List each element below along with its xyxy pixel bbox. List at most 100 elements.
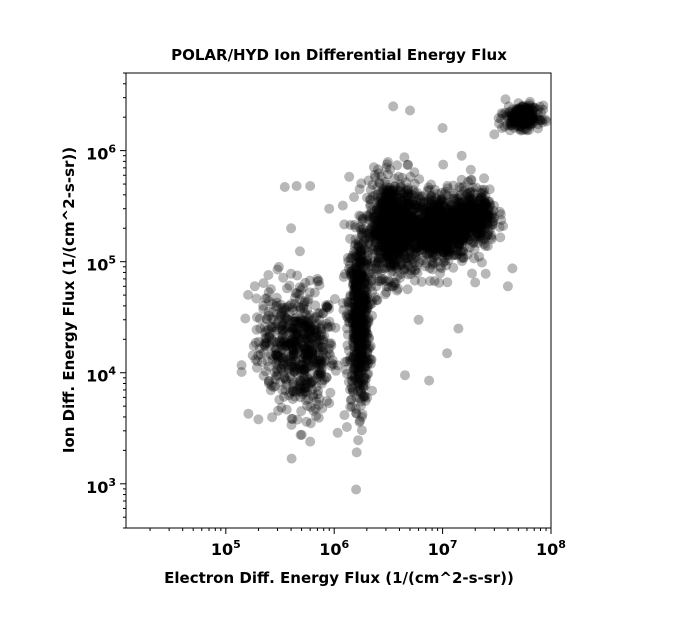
data-point — [318, 346, 328, 357]
data-point — [249, 281, 260, 292]
data-point — [283, 364, 294, 375]
data-point — [291, 319, 301, 330]
data-point — [353, 294, 364, 305]
data-point — [309, 350, 320, 361]
data-point — [392, 211, 403, 222]
data-point — [306, 339, 317, 350]
data-point — [343, 256, 354, 267]
data-point — [358, 305, 369, 316]
data-point — [390, 246, 401, 257]
data-point — [351, 315, 362, 326]
data-point — [350, 403, 361, 414]
data-point — [314, 365, 325, 376]
data-point — [349, 333, 360, 344]
data-point — [366, 295, 377, 306]
data-point — [309, 325, 320, 336]
data-point — [352, 326, 363, 337]
data-point — [347, 313, 358, 324]
data-point — [357, 300, 368, 311]
data-point — [386, 190, 397, 201]
data-point — [289, 391, 300, 402]
data-point — [355, 354, 366, 364]
data-point — [351, 408, 362, 419]
data-point — [381, 193, 392, 204]
data-point — [296, 318, 307, 329]
data-point — [429, 222, 440, 233]
data-point — [303, 316, 314, 327]
data-point — [288, 351, 299, 361]
data-point — [352, 322, 363, 333]
data-point — [347, 266, 358, 277]
data-point — [299, 319, 310, 330]
data-point — [322, 301, 333, 312]
data-point — [355, 305, 365, 316]
data-point — [349, 364, 360, 375]
data-point — [354, 374, 365, 385]
data-point — [294, 333, 305, 344]
data-point — [339, 410, 350, 421]
data-point — [347, 401, 357, 412]
data-point — [356, 339, 367, 350]
data-point — [362, 360, 372, 371]
data-point — [353, 373, 364, 384]
data-point — [296, 326, 307, 337]
data-point — [356, 362, 367, 373]
data-point — [313, 348, 324, 359]
data-point — [350, 295, 361, 306]
data-point — [342, 252, 353, 263]
data-point — [356, 357, 367, 368]
data-point — [305, 344, 316, 355]
data-point — [326, 321, 336, 332]
data-point — [350, 284, 361, 295]
data-point — [358, 354, 369, 365]
data-point — [348, 322, 359, 333]
data-point — [305, 378, 316, 389]
data-point — [388, 186, 399, 197]
data-point — [502, 281, 513, 292]
data-point — [362, 239, 373, 249]
data-point — [356, 350, 366, 361]
data-point — [293, 338, 303, 349]
data-point — [308, 392, 319, 403]
data-point — [402, 260, 413, 271]
data-point — [304, 275, 315, 286]
data-point — [361, 314, 371, 325]
data-point — [327, 358, 338, 369]
data-point — [318, 334, 329, 345]
data-point — [276, 402, 287, 413]
data-point — [298, 364, 309, 375]
data-point — [302, 382, 313, 393]
data-point — [289, 328, 300, 339]
data-point — [271, 292, 282, 303]
data-point — [507, 263, 518, 274]
data-point — [292, 343, 302, 353]
data-point — [270, 374, 281, 385]
data-point — [348, 332, 359, 343]
data-point — [303, 351, 314, 362]
data-point — [355, 334, 366, 345]
data-point — [284, 339, 295, 349]
data-point — [352, 315, 363, 326]
data-point — [348, 329, 359, 340]
data-point — [356, 388, 367, 399]
data-point — [349, 282, 360, 293]
data-point — [350, 222, 361, 233]
data-point — [352, 272, 363, 283]
data-point — [349, 291, 360, 302]
data-point — [310, 300, 321, 311]
data-point — [352, 305, 363, 316]
data-point — [357, 346, 368, 356]
data-point — [299, 363, 310, 373]
data-point — [351, 307, 361, 318]
data-point — [355, 300, 366, 311]
data-point — [307, 347, 318, 358]
data-point — [394, 192, 405, 203]
data-point — [356, 349, 367, 360]
data-point — [355, 327, 366, 338]
data-point — [345, 269, 356, 280]
data-point — [362, 355, 373, 366]
data-point — [300, 343, 311, 354]
data-point — [358, 316, 369, 327]
data-point — [354, 256, 365, 267]
data-point — [381, 162, 392, 173]
